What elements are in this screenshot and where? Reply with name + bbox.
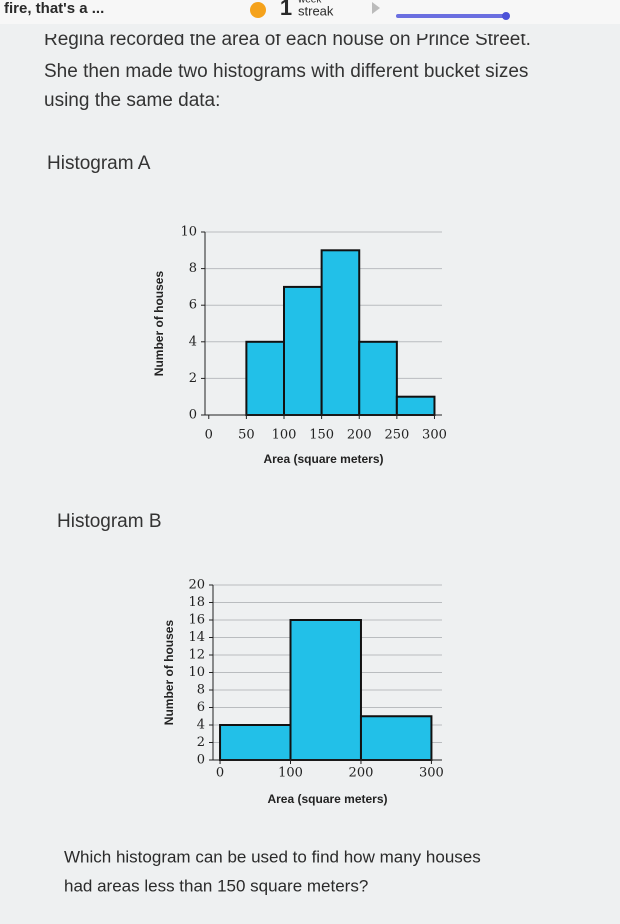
y-axis-label: Number of houses [162, 620, 176, 726]
y-tick-label: 8 [197, 683, 205, 698]
header-message: fire, that's a ... [4, 0, 104, 17]
progress-bar [396, 14, 508, 18]
y-tick-label: 4 [197, 718, 205, 733]
question-line: had areas less than 150 square meters? [64, 876, 368, 895]
bar [289, 619, 362, 761]
x-tick-label: 300 [419, 766, 444, 781]
intro-line: Regina recorded the area of each house o… [44, 29, 531, 50]
y-axis-label: Number of houses [152, 271, 166, 377]
x-tick-label: 0 [205, 428, 213, 443]
y-tick-label: 18 [188, 595, 205, 610]
y-tick-label: 20 [188, 578, 205, 593]
x-tick-label: 100 [278, 766, 303, 781]
clip-mask [0, 24, 620, 34]
streak-count: 1 [280, 0, 292, 20]
y-tick-label: 16 [188, 613, 205, 628]
y-tick-label: 8 [189, 261, 197, 276]
y-tick-label: 0 [197, 753, 205, 768]
x-axis-label: Area (square meters) [267, 792, 387, 806]
bar [283, 285, 323, 416]
y-tick-label: 6 [189, 298, 197, 313]
y-tick-label: 6 [197, 700, 205, 715]
bar [395, 395, 436, 417]
x-tick-label: 200 [349, 766, 374, 781]
y-tick-label: 12 [188, 648, 205, 663]
x-tick-label: 150 [309, 428, 334, 443]
y-tick-label: 0 [189, 408, 197, 423]
x-tick-label: 100 [272, 428, 297, 443]
play-icon [372, 2, 380, 14]
x-tick-label: 0 [216, 766, 224, 781]
x-tick-label: 250 [384, 428, 409, 443]
bar [245, 340, 285, 416]
bar [219, 724, 292, 761]
x-tick-label: 300 [422, 428, 447, 443]
chart-title: Histogram A [47, 153, 151, 174]
streak-unit-top: week [297, 0, 322, 6]
y-tick-label: 4 [189, 334, 197, 349]
question-line: Which histogram can be used to find how … [64, 847, 481, 866]
x-tick-label: 200 [347, 428, 372, 443]
chart-title: Histogram B [57, 511, 162, 532]
streak-icon [250, 2, 266, 18]
bar [358, 340, 398, 416]
x-tick-label: 50 [238, 428, 255, 443]
y-tick-label: 2 [189, 371, 197, 386]
y-tick-label: 10 [180, 225, 197, 240]
intro-line: She then made two histograms with differ… [44, 61, 528, 82]
intro-line: using the same data: [44, 90, 220, 111]
y-tick-label: 10 [188, 665, 205, 680]
top-bar [0, 0, 620, 24]
streak-unit: streak [298, 3, 334, 18]
bar [359, 715, 433, 761]
x-axis-label: Area (square meters) [263, 452, 383, 466]
y-tick-label: 14 [188, 630, 205, 645]
progress-dot [502, 12, 510, 20]
bar [320, 249, 361, 416]
y-tick-label: 2 [197, 735, 205, 750]
